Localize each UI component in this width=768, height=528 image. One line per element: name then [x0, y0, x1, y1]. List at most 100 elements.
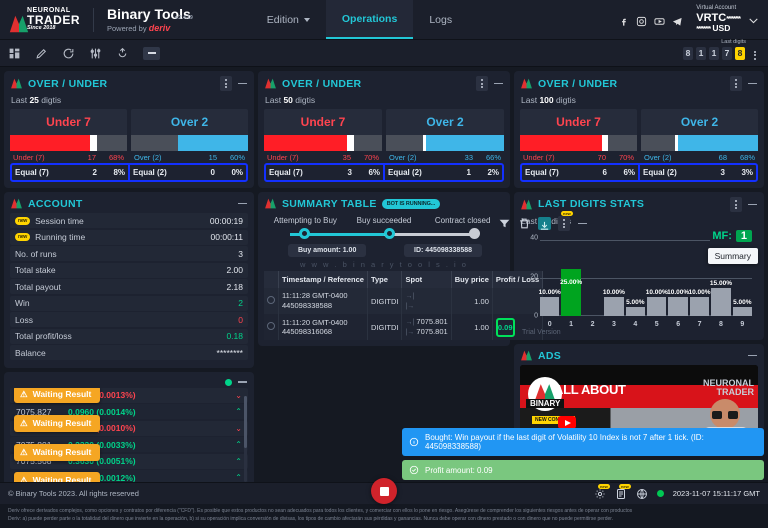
- radio-icon[interactable]: [267, 296, 275, 305]
- bars-group: 10.00% 25.00% 10.00% 5.00% 10.00% 10.00%…: [539, 240, 753, 316]
- instagram-icon[interactable]: [636, 14, 647, 27]
- account-row-value: 3: [238, 248, 243, 259]
- app-version: v.2.4.19: [175, 15, 193, 21]
- step-dot-succeeded[interactable]: [384, 228, 395, 239]
- ticks-list[interactable]: 7075.7380.0890 (0.0013%)⌄ 7075.8270.0960…: [10, 387, 248, 494]
- bar-label: 10.00%: [667, 289, 690, 297]
- neuronal-trader-logo-icon: [10, 197, 23, 210]
- edit-icon[interactable]: [35, 47, 48, 60]
- y-tick-label: 0: [534, 312, 538, 320]
- under-count: 35: [342, 153, 351, 162]
- table-row[interactable]: 11:11:28 GMT-0400 445098338588 DIGITDI →|…: [264, 288, 544, 315]
- equal-over-row: Equal (2) 1 2%: [383, 165, 502, 180]
- account-chevron-down-icon[interactable]: [747, 14, 758, 25]
- over-section: Over 2 Over (2) 33 66%: [386, 109, 504, 163]
- tab-operations[interactable]: Operations: [325, 0, 414, 39]
- over-percent: 66%: [485, 153, 501, 162]
- equal-over-count: 0: [210, 168, 215, 177]
- settings-icon[interactable]: new: [594, 483, 610, 500]
- row-timestamp: 11:11:28 GMT-0400 445098338588: [278, 288, 368, 315]
- kebab-icon[interactable]: [750, 50, 760, 60]
- refresh-icon[interactable]: [62, 47, 75, 60]
- account-id: VRTC********: [696, 11, 741, 24]
- account-row: Total stake 2.00: [10, 262, 248, 278]
- x-tick-label: 4: [633, 321, 638, 328]
- account-stats-table: new Session time 00:00:19 new Running time 0…: [10, 213, 248, 360]
- row-type: DIGITDI: [367, 314, 403, 341]
- radio-icon[interactable]: [267, 322, 275, 331]
- card-header: LAST DIGITS STATS: [520, 197, 758, 212]
- minimize-icon[interactable]: [237, 198, 248, 209]
- globe-icon[interactable]: [636, 488, 648, 500]
- card-ticks: 7075.7380.0890 (0.0013%)⌄ 7075.8270.0960…: [4, 371, 254, 500]
- facebook-icon[interactable]: [618, 14, 629, 26]
- filter-icon[interactable]: [498, 217, 511, 230]
- notes-icon[interactable]: new: [615, 483, 631, 500]
- equal-under-row: Equal (7) 2 8%: [12, 165, 128, 180]
- step-dot-closed[interactable]: [469, 228, 481, 239]
- card-title: ADS: [538, 349, 562, 362]
- table-row[interactable]: 11:11:20 GMT-0400 445098316068 DIGITDI →|…: [264, 314, 544, 341]
- trash-icon[interactable]: [518, 217, 531, 230]
- youtube-icon[interactable]: [654, 14, 665, 25]
- sliders-icon[interactable]: [89, 47, 102, 60]
- under-heading: Under 7: [520, 109, 637, 135]
- kebab-icon[interactable]: [476, 76, 488, 91]
- row-spot: →| 7075.801 |→ 7075.801: [401, 314, 452, 341]
- stop-square-icon: [379, 486, 389, 496]
- account-row-label: Total profit/loss: [15, 331, 72, 341]
- gridline: [540, 240, 752, 241]
- y-axis: 40 20 0: [520, 234, 540, 320]
- stop-bot-button[interactable]: [371, 478, 397, 504]
- step-dot-attempting[interactable]: [298, 228, 310, 239]
- click-icon[interactable]: [116, 47, 129, 60]
- card-header: ACCOUNT: [10, 197, 248, 210]
- card-actions: [476, 76, 504, 91]
- brand-logo[interactable]: NEURONAL TRADER Since 2018 Binary Tools v…: [0, 6, 193, 33]
- bar-label: 5.00%: [733, 299, 752, 307]
- tab-edition[interactable]: Edition: [251, 0, 326, 39]
- minimize-icon[interactable]: [237, 78, 248, 89]
- row-select[interactable]: [264, 288, 279, 315]
- tab-logs[interactable]: Logs: [413, 0, 468, 39]
- toast-success-text: Profit amount: 0.09: [425, 465, 493, 475]
- disclaimer-line-1: Deriv ofrece derivados complejos, como o…: [8, 508, 633, 514]
- row-select[interactable]: [264, 314, 279, 341]
- y-tick-label: 40: [530, 234, 538, 242]
- telegram-icon[interactable]: [672, 14, 683, 26]
- minimize-icon[interactable]: [577, 218, 588, 229]
- scrollbar[interactable]: [244, 395, 247, 482]
- toast-info[interactable]: Bought: Win payout if the last digit of …: [402, 428, 764, 456]
- collapse-all-button[interactable]: [143, 46, 160, 60]
- account-row-label: Win: [15, 298, 30, 308]
- minimize-icon[interactable]: [747, 350, 758, 361]
- minimize-icon[interactable]: [747, 78, 758, 89]
- step-label-attempting: Attempting to Buy: [273, 216, 337, 225]
- minimize-icon[interactable]: [237, 377, 248, 388]
- bar-8: 15.00%: [710, 240, 732, 316]
- chevron-up-icon: ⌃: [235, 407, 242, 416]
- chevron-up-icon: ⌃: [235, 473, 242, 482]
- last-digit: 1: [696, 46, 706, 60]
- kebab-icon[interactable]: new: [558, 211, 573, 231]
- info-icon: [409, 437, 419, 447]
- equal-row-group: Equal (7) 3 6% Equal (2) 1 2%: [264, 163, 504, 182]
- minimize-icon[interactable]: [493, 78, 504, 89]
- kebab-icon[interactable]: [220, 76, 232, 91]
- kebab-icon[interactable]: [730, 197, 742, 212]
- card-actions: [730, 197, 758, 212]
- kebab-icon[interactable]: [730, 76, 742, 91]
- download-icon[interactable]: [538, 217, 551, 230]
- equal-row-group: Equal (7) 6 6% Equal (2) 3 3%: [520, 163, 758, 182]
- account-row-value: 0.18: [226, 331, 243, 341]
- waiting-result-badge: ⚠ Waiting Result: [14, 443, 101, 461]
- x-tick-label: 7: [697, 321, 702, 328]
- dashboard-icon[interactable]: [8, 47, 21, 60]
- play-icon[interactable]: [558, 416, 576, 429]
- card-title: OVER / UNDER: [282, 77, 362, 90]
- account-row-label: Running time: [35, 232, 86, 242]
- header-right: Virtual Account VRTC******** ******** US…: [618, 5, 768, 35]
- toast-success[interactable]: Profit amount: 0.09: [402, 460, 764, 480]
- minimize-icon[interactable]: [747, 199, 758, 210]
- account-summary[interactable]: Virtual Account VRTC******** ******** US…: [696, 5, 741, 35]
